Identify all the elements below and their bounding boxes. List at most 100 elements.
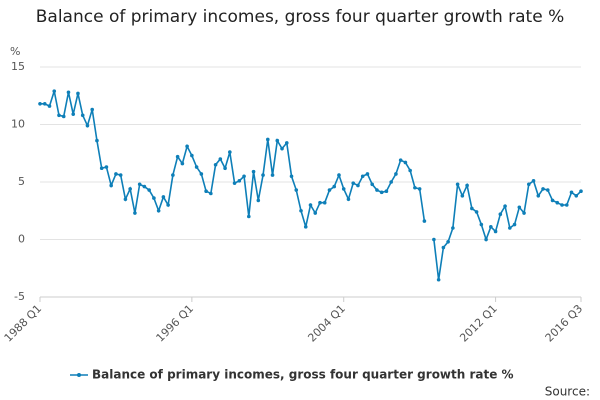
data-point [408,168,412,173]
y-tick-label: 0 [18,233,25,246]
data-point [284,141,289,145]
data-point [247,214,251,219]
data-point [550,198,555,203]
data-point [441,245,446,250]
data-point [360,174,365,179]
data-point [190,153,194,158]
data-point [199,172,204,176]
data-point [432,237,436,242]
data-point [536,194,541,198]
data-point [166,203,170,207]
data-point [479,222,484,227]
data-point [228,150,232,154]
data-point [156,208,161,213]
data-point [337,173,341,177]
data-point [237,179,242,183]
data-point [47,104,52,108]
data-point [270,173,275,177]
data-point [265,137,270,142]
data-point [498,212,503,216]
data-point [256,198,261,203]
legend-label: Balance of primary incomes, gross four q… [92,368,514,382]
y-tick-label: -5 [14,290,25,303]
data-point [422,219,427,223]
data-point [512,222,517,227]
data-point [455,182,460,187]
data-point [114,172,118,176]
data-point [508,226,512,230]
data-point [133,211,137,215]
data-point [118,173,123,177]
data-point [356,183,360,188]
data-point [204,189,208,193]
data-point [465,183,469,188]
data-point [261,173,265,177]
data-point [327,188,332,192]
data-point [541,187,545,191]
y-tick-label: 15 [11,60,25,73]
data-point [275,138,280,143]
data-point [303,225,308,229]
data-point [460,194,465,198]
data-point [209,191,213,196]
x-tick-label: 2016 Q3 [543,302,586,345]
data-point [289,174,294,179]
data-point [147,188,151,192]
data-point [413,185,417,190]
data-point [403,160,408,165]
y-tick-label: 5 [18,175,25,188]
data-point [394,172,398,176]
source: Source: [545,385,590,399]
y-axis-label: % [10,45,20,58]
data-point [560,203,564,207]
data-point [161,195,166,199]
data-point [128,187,132,191]
data-point [123,197,128,202]
data-point [57,113,61,118]
data-point [71,112,76,116]
data-point [579,189,583,193]
data-point [489,225,493,229]
chart-title: Balance of primary incomes, gross four q… [35,7,565,27]
data-point [517,205,522,210]
data-point [42,102,47,106]
data-point [474,210,479,214]
data-point [493,229,498,234]
data-point [109,183,113,188]
data-point [142,184,147,189]
data-point [104,165,109,169]
data-point [38,102,42,106]
data-point [470,206,474,211]
y-tick-label: 10 [11,118,25,131]
legend-marker [77,373,81,377]
data-point [66,90,71,95]
data-point [52,89,57,93]
data-point [332,184,337,189]
data-point [80,113,85,118]
data-point [365,172,370,176]
data-point [313,211,318,215]
data-point [370,182,374,187]
data-point [351,181,356,185]
data-point [436,277,441,282]
data-point [446,240,450,244]
x-tick-label: 1996 Q1 [154,302,197,345]
data-point [341,187,346,191]
data-point [232,181,237,185]
data-point [308,203,313,207]
data-point [280,146,284,151]
data-point [564,203,569,207]
data-point [417,187,422,191]
data-point [375,188,379,192]
data-point [451,226,455,230]
series-line [40,90,582,280]
data-point [389,180,393,184]
data-point [526,182,531,187]
data-point [152,196,156,200]
data-point [61,114,66,119]
data-point [545,188,550,192]
data-point [180,161,185,166]
data-point [99,166,104,170]
